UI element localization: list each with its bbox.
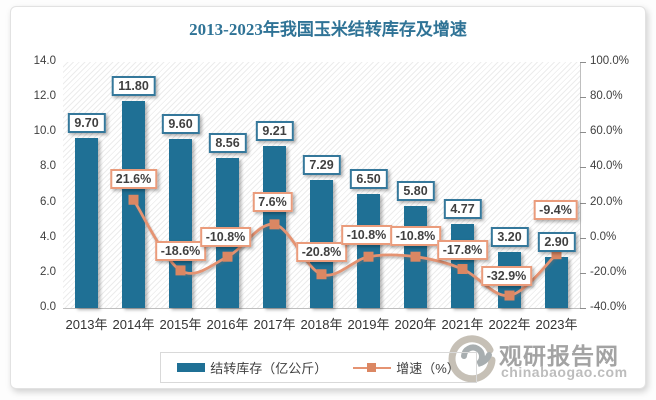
bar-value-label: 8.56 [208, 132, 247, 153]
x-tick-label: 2020年 [394, 317, 437, 332]
bar-value-label: 9.70 [67, 112, 106, 133]
left-axis-tick: 14.0 [33, 55, 56, 67]
watermark: 观研报告网 chinabaogao.com [446, 328, 646, 388]
left-axis-tick: 12.0 [33, 90, 56, 103]
bar-value-label: 2.90 [537, 232, 576, 253]
x-tick-label: 2022年 [488, 317, 531, 332]
right-axis-line [580, 62, 581, 309]
growth-value-label: -10.8% [340, 224, 393, 245]
right-axis-tick-mark [580, 202, 586, 204]
x-tick-label: 2014年 [112, 317, 155, 332]
x-tick-label: 2013年 [65, 317, 108, 332]
growth-value-label: -9.4% [533, 200, 578, 221]
left-axis-tick: 2.0 [40, 265, 56, 278]
legend: 结转库存（亿公斤） 增速（%） [160, 352, 477, 383]
left-axis-tick: 4.0 [40, 230, 56, 243]
right-axis-tick-mark [580, 308, 586, 309]
growth-value-label: -32.9% [480, 265, 533, 286]
right-axis-tick-mark [580, 97, 586, 99]
growth-value-label: 7.6% [252, 192, 293, 213]
watermark-swirl-logo-icon [448, 335, 496, 382]
chart-title: 2013-2023年我国玉米结转库存及增速 [189, 20, 467, 39]
growth-value-label: -10.8% [199, 226, 252, 247]
bar-value-label: 9.21 [255, 121, 294, 142]
bar-value-label: 9.60 [161, 114, 200, 135]
right-axis-tick-mark [580, 167, 586, 169]
legend-item-inventory: 结转库存（亿公斤） [177, 358, 327, 377]
legend-inventory-label: 结转库存（亿公斤） [210, 361, 328, 376]
bar-2020年 [404, 206, 427, 308]
bar-value-label: 5.80 [396, 181, 435, 202]
bar-2017年 [263, 146, 286, 308]
legend-growth-label: 增速（%） [396, 361, 460, 376]
x-tick-label: 2021年 [441, 317, 484, 332]
bar-value-label: 7.29 [302, 154, 341, 175]
x-tick-label: 2019年 [347, 317, 390, 332]
right-axis-tick: -40.0% [590, 301, 627, 313]
growth-value-label: -18.6% [154, 241, 207, 262]
bar-2015年 [169, 139, 192, 308]
right-axis-tick-mark [580, 237, 586, 239]
right-axis-tick: 80.0% [590, 90, 623, 103]
x-tick-label: 2016年 [206, 317, 249, 332]
inventory-bar-swatch-icon [177, 363, 206, 372]
right-axis-tick-mark [580, 272, 586, 274]
bar-2023年 [545, 257, 568, 308]
legend-item-growth: 增速（%） [353, 358, 460, 377]
right-axis-tick: 40.0% [590, 160, 623, 173]
right-axis-tick: 100.0% [590, 55, 630, 67]
x-axis-line [63, 308, 581, 309]
left-axis-tick: 10.0 [33, 125, 56, 138]
x-tick-label: 2015年 [159, 317, 202, 332]
watermark-domain: chinabaogao.com [501, 364, 628, 380]
left-axis-tick: 6.0 [40, 195, 56, 208]
bar-value-label: 6.50 [349, 168, 388, 189]
watermark-name: 观研报告网 [499, 343, 619, 369]
bar-2014年 [122, 100, 145, 308]
bar-value-label: 3.20 [490, 226, 529, 247]
right-axis-tick: 20.0% [590, 195, 623, 208]
x-tick-label: 2017年 [253, 317, 296, 332]
growth-line-swatch-icon [353, 362, 392, 373]
x-tick-label: 2018年 [300, 317, 343, 332]
right-axis-tick-mark [580, 62, 586, 63]
left-axis-tick: 0.0 [40, 301, 56, 313]
bar-2021年 [451, 224, 474, 308]
growth-value-label: 21.6% [109, 168, 158, 189]
right-axis-tick: -20.0% [590, 265, 627, 278]
growth-value-label: -10.8% [389, 225, 442, 246]
bar-value-label: 4.77 [443, 199, 482, 220]
growth-value-label: -20.8% [295, 242, 348, 263]
growth-value-label: -17.8% [436, 239, 489, 260]
left-axis-tick: 8.0 [40, 160, 56, 173]
bar-2013年 [75, 137, 98, 308]
right-axis-tick: 0.0% [590, 230, 617, 243]
right-axis-tick: 60.0% [590, 125, 623, 138]
bar-value-label: 11.80 [111, 75, 156, 96]
bar-2019年 [357, 193, 380, 308]
x-tick-label: 2023年 [535, 317, 578, 332]
right-axis-tick-mark [580, 132, 586, 134]
